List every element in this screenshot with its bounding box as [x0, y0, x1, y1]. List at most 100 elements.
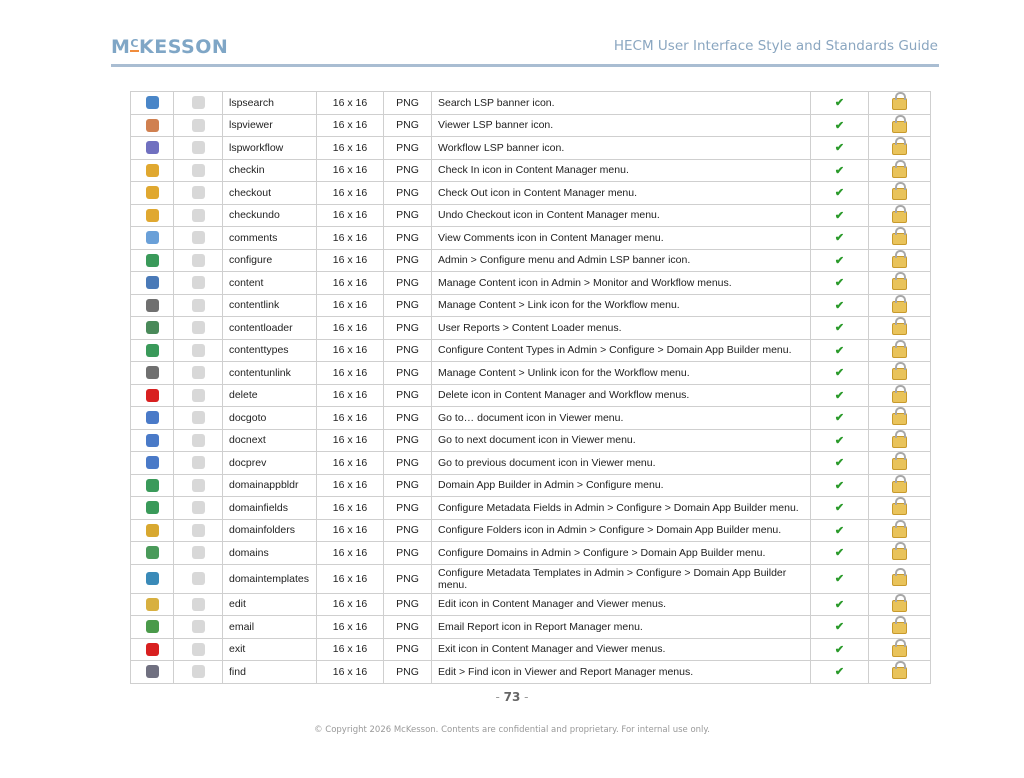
globe-folder-icon — [145, 523, 159, 537]
icon-description: Configure Folders icon in Admin > Config… — [431, 518, 811, 542]
icon-size: 16 x 16 — [316, 248, 384, 272]
icon-format: PNG — [383, 136, 432, 160]
icon-format: PNG — [383, 338, 432, 362]
icon-name: docprev — [222, 451, 317, 475]
lock-icon — [892, 452, 907, 471]
table-row: domains 16 x 16 PNG Configure Domains in Ad… — [130, 541, 931, 565]
lock-icon — [892, 182, 907, 201]
icon-table: lspsearch 16 x 16 PNG Search LSP banner ico… — [130, 91, 931, 684]
eye-disabled-icon — [191, 118, 205, 132]
lock-icon — [892, 159, 907, 178]
checkmark-icon: ✔ — [834, 119, 845, 132]
table-row: contentloader 16 x 16 PNG User Reports > Co… — [130, 316, 931, 340]
icon-name: docnext — [222, 428, 317, 452]
table-row: checkout 16 x 16 PNG Check Out icon in Cont… — [130, 181, 931, 205]
icon-format: PNG — [383, 637, 432, 661]
lock-icon — [892, 474, 907, 493]
chain-unlink-disabled-icon — [191, 366, 205, 380]
checkmark-icon: ✔ — [834, 598, 845, 611]
icon-description: Undo Checkout icon in Content Manager me… — [431, 203, 811, 227]
lock-icon — [892, 384, 907, 403]
table-row: contentlink 16 x 16 PNG Manage Content > Li… — [130, 293, 931, 317]
icon-name: email — [222, 615, 317, 639]
speech-bubbles-disabled-icon — [191, 231, 205, 245]
power-icon — [145, 642, 159, 656]
table-row: content 16 x 16 PNG Manage Content icon in … — [130, 271, 931, 295]
icon-format: PNG — [383, 451, 432, 475]
table-row: domainappbldr 16 x 16 PNG Domain App Builde… — [130, 473, 931, 497]
icon-format: PNG — [383, 316, 432, 340]
icon-format: PNG — [383, 113, 432, 137]
icon-name: checkout — [222, 181, 317, 205]
doc-prev-icon — [145, 456, 159, 470]
doc-prev-disabled-icon — [191, 456, 205, 470]
globe-gear-disabled-icon — [191, 253, 205, 267]
icon-description: Manage Content > Link icon for the Workf… — [431, 293, 811, 317]
icon-description: Delete icon in Content Manager and Workf… — [431, 383, 811, 407]
icon-size: 16 x 16 — [316, 226, 384, 250]
icon-format: PNG — [383, 473, 432, 497]
icon-description: Check Out icon in Content Manager menu. — [431, 181, 811, 205]
icon-description: Configure Metadata Templates in Admin > … — [431, 563, 811, 594]
table-row: docprev 16 x 16 PNG Go to previous document… — [130, 451, 931, 475]
icon-name: docgoto — [222, 406, 317, 430]
table-row: lspviewer 16 x 16 PNG Viewer LSP banner ico… — [130, 113, 931, 137]
lock-icon — [892, 227, 907, 246]
checkmark-icon: ✔ — [834, 573, 845, 585]
icon-size: 16 x 16 — [316, 637, 384, 661]
icon-description: View Comments icon in Content Manager me… — [431, 226, 811, 250]
icon-format: PNG — [383, 181, 432, 205]
icon-size: 16 x 16 — [316, 473, 384, 497]
icon-name: domainfields — [222, 496, 317, 520]
icon-name: find — [222, 660, 317, 684]
key-minus-icon — [145, 186, 159, 200]
icon-description: Go to previous document icon in Viewer m… — [431, 451, 811, 475]
icon-name: content — [222, 271, 317, 295]
icon-format: PNG — [383, 563, 432, 594]
lock-icon — [892, 114, 907, 133]
icon-name: contenttypes — [222, 338, 317, 362]
lock-icon — [892, 616, 907, 635]
globe-folder-disabled-icon — [191, 523, 205, 537]
loader-icon — [145, 321, 159, 335]
icon-name: domaintemplates — [222, 563, 317, 594]
eye-icon — [145, 118, 159, 132]
checkmark-icon: ✔ — [834, 479, 845, 492]
icon-name: lspworkflow — [222, 136, 317, 160]
icon-format: PNG — [383, 428, 432, 452]
globe-disabled-icon — [191, 478, 205, 492]
header-divider — [111, 64, 939, 67]
checkmark-icon: ✔ — [834, 547, 845, 560]
chain-link-disabled-icon — [191, 298, 205, 312]
lock-icon — [892, 137, 907, 156]
checkmark-icon: ✔ — [834, 666, 845, 679]
icon-name: checkin — [222, 158, 317, 182]
icon-description: Configure Content Types in Admin > Confi… — [431, 338, 811, 362]
icon-format: PNG — [383, 615, 432, 639]
icon-name: domainfolders — [222, 518, 317, 542]
icon-format: PNG — [383, 361, 432, 385]
icon-size: 16 x 16 — [316, 383, 384, 407]
checkmark-icon: ✔ — [834, 621, 845, 634]
icon-description: Search LSP banner icon. — [431, 91, 811, 115]
lock-icon — [892, 407, 907, 426]
key-plus-disabled-icon — [191, 163, 205, 177]
checkmark-icon: ✔ — [834, 457, 845, 470]
table-row: checkundo 16 x 16 PNG Undo Checkout icon in… — [130, 203, 931, 227]
icon-name: delete — [222, 383, 317, 407]
icon-size: 16 x 16 — [316, 563, 384, 594]
globe-template-icon — [145, 572, 159, 585]
content-grid-disabled-icon — [191, 276, 205, 290]
gears-disabled-icon — [191, 141, 205, 155]
domains-icon — [145, 546, 159, 560]
lock-icon — [892, 429, 907, 448]
icon-format: PNG — [383, 541, 432, 565]
table-row: delete 16 x 16 PNG Delete icon in Content M… — [130, 383, 931, 407]
lock-icon — [892, 339, 907, 358]
globe-fields-disabled-icon — [191, 501, 205, 515]
icon-description: Manage Content > Unlink icon for the Wor… — [431, 361, 811, 385]
key-plus-icon — [145, 163, 159, 177]
checkmark-icon: ✔ — [834, 344, 845, 357]
icon-description: Domain App Builder in Admin > Configure … — [431, 473, 811, 497]
envelope-icon — [145, 620, 159, 634]
